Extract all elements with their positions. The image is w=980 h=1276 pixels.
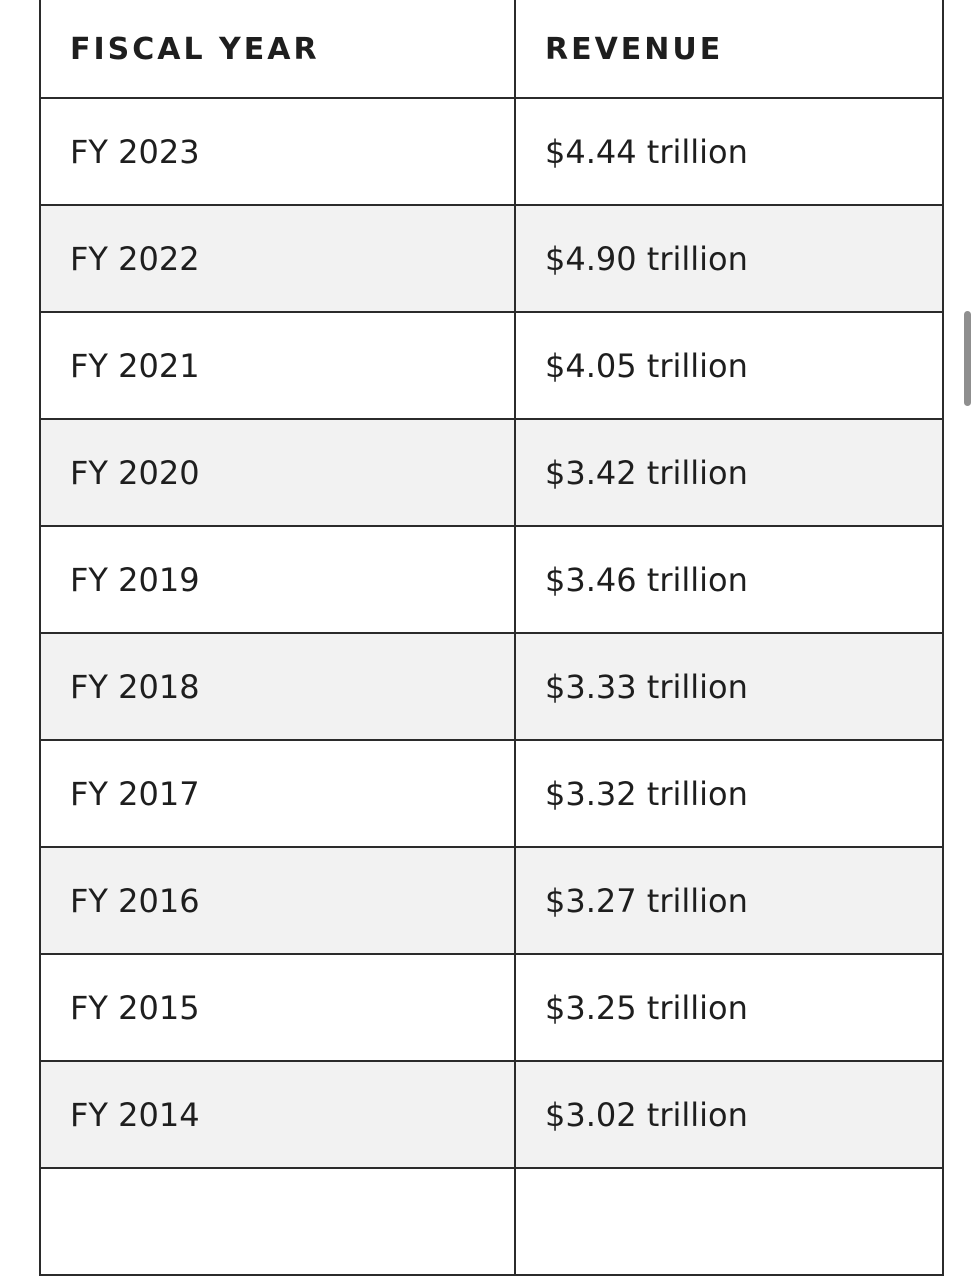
table-row: FY 2021 $4.05 trillion [39,311,944,420]
table-row: FY 2014 $3.02 trillion [39,1060,944,1169]
cell-fiscal-year: FY 2017 [39,739,516,848]
header-fiscal-year: FISCAL YEAR [39,0,516,99]
revenue-table-container: FISCAL YEAR REVENUE FY 2023 $4.44 trilli… [39,0,944,1276]
cell-revenue: $4.90 trillion [514,204,944,313]
cell-revenue: $3.02 trillion [514,1060,944,1169]
cell-fiscal-year: FY 2023 [39,97,516,206]
cell-fiscal-year: FY 2018 [39,632,516,741]
cell-fiscal-year: FY 2022 [39,204,516,313]
table-row: FY 2015 $3.25 trillion [39,953,944,1062]
vertical-scrollbar[interactable] [964,311,971,406]
table-header-row: FISCAL YEAR REVENUE [39,0,944,99]
cell-fiscal-year: FY 2020 [39,418,516,527]
cell-revenue: $3.33 trillion [514,632,944,741]
table-row: FY 2019 $3.46 trillion [39,525,944,634]
table-row: FY 2022 $4.90 trillion [39,204,944,313]
cell-fiscal-year: FY 2019 [39,525,516,634]
cell-revenue [514,1167,944,1276]
cell-revenue: $4.44 trillion [514,97,944,206]
table-row: FY 2016 $3.27 trillion [39,846,944,955]
cell-fiscal-year: FY 2021 [39,311,516,420]
table-row: FY 2018 $3.33 trillion [39,632,944,741]
revenue-table: FISCAL YEAR REVENUE FY 2023 $4.44 trilli… [39,0,944,1276]
cell-fiscal-year: FY 2015 [39,953,516,1062]
cell-revenue: $3.42 trillion [514,418,944,527]
cell-revenue: $3.32 trillion [514,739,944,848]
cell-revenue: $4.05 trillion [514,311,944,420]
table-row: FY 2017 $3.32 trillion [39,739,944,848]
table-row: FY 2023 $4.44 trillion [39,97,944,206]
cell-revenue: $3.27 trillion [514,846,944,955]
header-revenue: REVENUE [514,0,944,99]
table-row: FY 2020 $3.42 trillion [39,418,944,527]
cell-revenue: $3.46 trillion [514,525,944,634]
table-row [39,1167,944,1276]
cell-fiscal-year: FY 2016 [39,846,516,955]
cell-fiscal-year [39,1167,516,1276]
cell-revenue: $3.25 trillion [514,953,944,1062]
cell-fiscal-year: FY 2014 [39,1060,516,1169]
